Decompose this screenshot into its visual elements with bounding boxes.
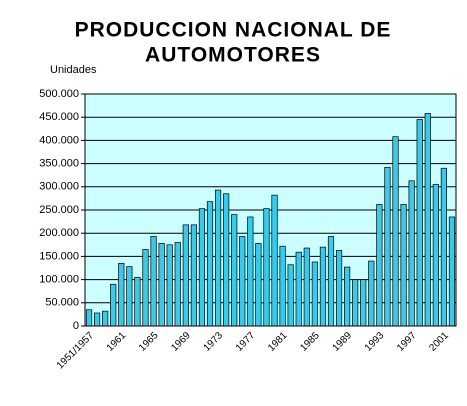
bar (150, 236, 157, 327)
bar (126, 266, 133, 327)
bar (85, 309, 93, 327)
x-tick-label: 1981 (266, 330, 290, 354)
x-tick-label: 1951/1957 (55, 330, 97, 372)
x-tick-label: 1961 (105, 330, 129, 354)
bar (223, 193, 230, 327)
bar (295, 251, 302, 327)
bar (440, 167, 447, 327)
bar (255, 243, 262, 327)
bar (263, 208, 270, 327)
bar (303, 247, 310, 327)
bar (408, 180, 415, 327)
chart-title: PRODUCCION NACIONAL DE (75, 19, 392, 42)
bar (198, 208, 206, 327)
bar (287, 264, 294, 327)
y-tick-label: 50.000 (45, 297, 79, 309)
bar (352, 279, 359, 327)
x-tick-label: 1973 (202, 330, 226, 354)
x-tick-label: 1977 (234, 330, 258, 354)
y-tick-label: 450.000 (39, 111, 79, 123)
bar (360, 279, 367, 327)
y-tick-label: 200.000 (39, 227, 79, 239)
y-tick-label: 150.000 (39, 250, 79, 262)
bar (110, 283, 117, 327)
bar (214, 189, 222, 327)
bar (239, 236, 246, 327)
bar (206, 201, 214, 327)
bar (384, 166, 391, 327)
bar (102, 310, 109, 327)
bar (190, 224, 197, 327)
chart-title: AUTOMOTORES (145, 44, 321, 67)
y-tick-label: 0 (73, 320, 79, 332)
bar (279, 245, 286, 327)
y-tick-label: 300.000 (39, 181, 79, 193)
bar (344, 266, 351, 327)
bar (424, 113, 431, 327)
bar (416, 119, 423, 327)
x-tick-label: 1997 (395, 330, 419, 354)
bar (231, 214, 238, 327)
bar (311, 261, 318, 327)
x-tick-label: 1969 (169, 330, 193, 354)
y-tick-label: 500.000 (39, 88, 79, 100)
bar (271, 194, 278, 327)
bar (448, 216, 456, 327)
bar (247, 216, 254, 327)
bar (182, 224, 189, 327)
bar (432, 184, 439, 327)
bar (134, 276, 141, 327)
bar (335, 250, 343, 327)
bar (392, 136, 399, 327)
y-tick-label: 100.000 (39, 274, 79, 286)
y-axis-label: Unidades (50, 64, 97, 76)
bar (174, 242, 181, 327)
bar (327, 236, 335, 327)
y-tick-label: 350.000 (39, 158, 79, 170)
bar (376, 204, 383, 327)
bar (400, 204, 407, 327)
bar (319, 246, 327, 327)
y-tick-label: 400.000 (39, 134, 79, 146)
x-tick-label: 2001 (427, 330, 451, 354)
x-tick-label: 1993 (363, 330, 387, 354)
x-tick-label: 1989 (331, 330, 355, 354)
bar (142, 249, 149, 327)
x-tick-label: 1985 (298, 330, 322, 354)
y-tick-label: 250.000 (39, 204, 79, 216)
bar (118, 263, 125, 327)
bar (368, 260, 375, 327)
bar (166, 244, 173, 327)
bar (158, 243, 165, 327)
bar (94, 312, 101, 327)
x-tick-label: 1965 (137, 330, 161, 354)
